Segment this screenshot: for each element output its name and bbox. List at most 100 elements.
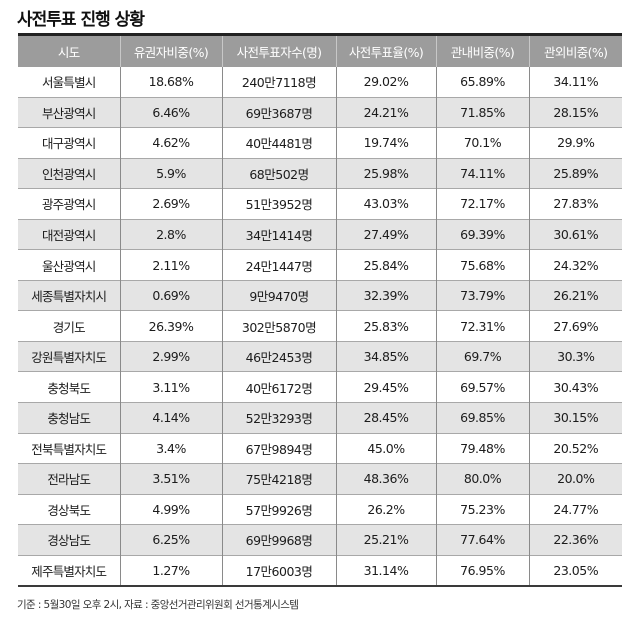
voter-share-cell: 3.51% [119, 463, 222, 495]
out-district-share-cell: 30.61% [528, 218, 622, 250]
out-district-share-cell: 22.36% [528, 524, 622, 556]
early-voting-table-container: 시도 유권자비중(%) 사전투표자수(명) 사전투표율(%) 관내비중(%) 관… [18, 33, 622, 588]
voter-share-cell: 2.69% [119, 188, 222, 220]
table-row: 경상북도 4.99% 57만9926명 26.2% 75.23% 24.77% [18, 493, 622, 525]
early-turnout-cell: 29.02% [335, 67, 436, 98]
in-district-share-cell: 75.23% [435, 493, 529, 525]
early-voters-cell: 34만1414명 [221, 218, 336, 250]
voter-share-cell: 4.62% [119, 127, 222, 159]
out-district-share-cell: 23.05% [528, 554, 622, 586]
early-turnout-cell: 48.36% [335, 463, 436, 495]
in-district-share-cell: 74.11% [435, 157, 529, 189]
table-row: 세종특별자치시 0.69% 9만9470명 32.39% 73.79% 26.21% [18, 279, 622, 311]
early-voting-table: 시도 유권자비중(%) 사전투표자수(명) 사전투표율(%) 관내비중(%) 관… [18, 36, 622, 586]
early-turnout-cell: 43.03% [335, 188, 436, 220]
out-district-share-cell: 20.52% [528, 432, 622, 464]
table-body: 서울특별시 18.68% 240만7118명 29.02% 65.89% 34.11% 부산… [18, 67, 622, 586]
in-district-share-cell: 75.68% [435, 249, 529, 281]
region-cell: 울산광역시 [18, 249, 120, 281]
region-cell: 충청북도 [18, 371, 120, 403]
region-cell: 광주광역시 [18, 188, 120, 220]
region-cell: 제주특별자치도 [18, 554, 120, 586]
early-turnout-cell: 25.98% [335, 157, 436, 189]
table-row: 제주특별자치도 1.27% 17만6003명 31.14% 76.95% 23.05% [18, 554, 622, 586]
column-header-early-voters: 사전투표자수(명) [221, 36, 336, 67]
early-voters-cell: 69만3687명 [221, 96, 336, 128]
region-cell: 경상남도 [18, 524, 120, 556]
in-district-share-cell: 69.57% [435, 371, 529, 403]
in-district-share-cell: 65.89% [435, 67, 529, 98]
early-turnout-cell: 25.21% [335, 524, 436, 556]
in-district-share-cell: 79.48% [435, 432, 529, 464]
out-district-share-cell: 24.77% [528, 493, 622, 525]
region-cell: 전북특별자치도 [18, 432, 120, 464]
early-turnout-cell: 45.0% [335, 432, 436, 464]
out-district-share-cell: 27.69% [528, 310, 622, 342]
voter-share-cell: 4.14% [119, 402, 222, 434]
table-row: 충청남도 4.14% 52만3293명 28.45% 69.85% 30.15% [18, 402, 622, 434]
table-row: 부산광역시 6.46% 69만3687명 24.21% 71.85% 28.15% [18, 96, 622, 128]
column-header-early-turnout: 사전투표율(%) [335, 36, 436, 67]
table-header: 시도 유권자비중(%) 사전투표자수(명) 사전투표율(%) 관내비중(%) 관… [18, 36, 622, 67]
early-voters-cell: 52만3293명 [221, 402, 336, 434]
early-voters-cell: 51만3952명 [221, 188, 336, 220]
out-district-share-cell: 26.21% [528, 279, 622, 311]
region-cell: 인천광역시 [18, 157, 120, 189]
table-row: 광주광역시 2.69% 51만3952명 43.03% 72.17% 27.83% [18, 188, 622, 220]
voter-share-cell: 3.4% [119, 432, 222, 464]
early-voters-cell: 46만2453명 [221, 340, 336, 372]
early-voters-cell: 302만5870명 [221, 310, 336, 342]
region-cell: 전라남도 [18, 463, 120, 495]
column-header-out-district-share: 관외비중(%) [528, 36, 622, 67]
out-district-share-cell: 20.0% [528, 463, 622, 495]
in-district-share-cell: 72.17% [435, 188, 529, 220]
early-turnout-cell: 29.45% [335, 371, 436, 403]
early-voters-cell: 69만9968명 [221, 524, 336, 556]
early-turnout-cell: 34.85% [335, 340, 436, 372]
region-cell: 대구광역시 [18, 127, 120, 159]
out-district-share-cell: 25.89% [528, 157, 622, 189]
region-cell: 부산광역시 [18, 96, 120, 128]
early-turnout-cell: 24.21% [335, 96, 436, 128]
in-district-share-cell: 72.31% [435, 310, 529, 342]
in-district-share-cell: 71.85% [435, 96, 529, 128]
region-cell: 세종특별자치시 [18, 279, 120, 311]
early-turnout-cell: 31.14% [335, 554, 436, 586]
early-voters-cell: 68만502명 [221, 157, 336, 189]
out-district-share-cell: 30.3% [528, 340, 622, 372]
early-voters-cell: 9만9470명 [221, 279, 336, 311]
region-cell: 강원특별자치도 [18, 340, 120, 372]
in-district-share-cell: 73.79% [435, 279, 529, 311]
column-header-voter-share: 유권자비중(%) [119, 36, 222, 67]
early-turnout-cell: 26.2% [335, 493, 436, 525]
early-voters-cell: 24만1447명 [221, 249, 336, 281]
early-turnout-cell: 25.84% [335, 249, 436, 281]
source-note: 기준 : 5월30일 오후 2시, 자료 : 중앙선거관리위원회 선거통계시스템 [17, 599, 299, 611]
out-district-share-cell: 34.11% [528, 67, 622, 98]
in-district-share-cell: 77.64% [435, 524, 529, 556]
voter-share-cell: 26.39% [119, 310, 222, 342]
voter-share-cell: 2.99% [119, 340, 222, 372]
out-district-share-cell: 28.15% [528, 96, 622, 128]
out-district-share-cell: 27.83% [528, 188, 622, 220]
in-district-share-cell: 69.85% [435, 402, 529, 434]
voter-share-cell: 5.9% [119, 157, 222, 189]
table-row: 대구광역시 4.62% 40만4481명 19.74% 70.1% 29.9% [18, 127, 622, 159]
early-voters-cell: 240만7118명 [221, 67, 336, 98]
voter-share-cell: 2.8% [119, 218, 222, 250]
table-row: 경상남도 6.25% 69만9968명 25.21% 77.64% 22.36% [18, 524, 622, 556]
table-row: 서울특별시 18.68% 240만7118명 29.02% 65.89% 34.11% [18, 67, 622, 98]
table-row: 경기도 26.39% 302만5870명 25.83% 72.31% 27.69% [18, 310, 622, 342]
voter-share-cell: 0.69% [119, 279, 222, 311]
early-turnout-cell: 27.49% [335, 218, 436, 250]
column-header-region: 시도 [18, 36, 120, 67]
voter-share-cell: 1.27% [119, 554, 222, 586]
voter-share-cell: 3.11% [119, 371, 222, 403]
early-voters-cell: 75만4218명 [221, 463, 336, 495]
in-district-share-cell: 80.0% [435, 463, 529, 495]
table-row: 대전광역시 2.8% 34만1414명 27.49% 69.39% 30.61% [18, 218, 622, 250]
region-cell: 대전광역시 [18, 218, 120, 250]
column-header-in-district-share: 관내비중(%) [435, 36, 529, 67]
region-cell: 경상북도 [18, 493, 120, 525]
region-cell: 서울특별시 [18, 67, 120, 98]
